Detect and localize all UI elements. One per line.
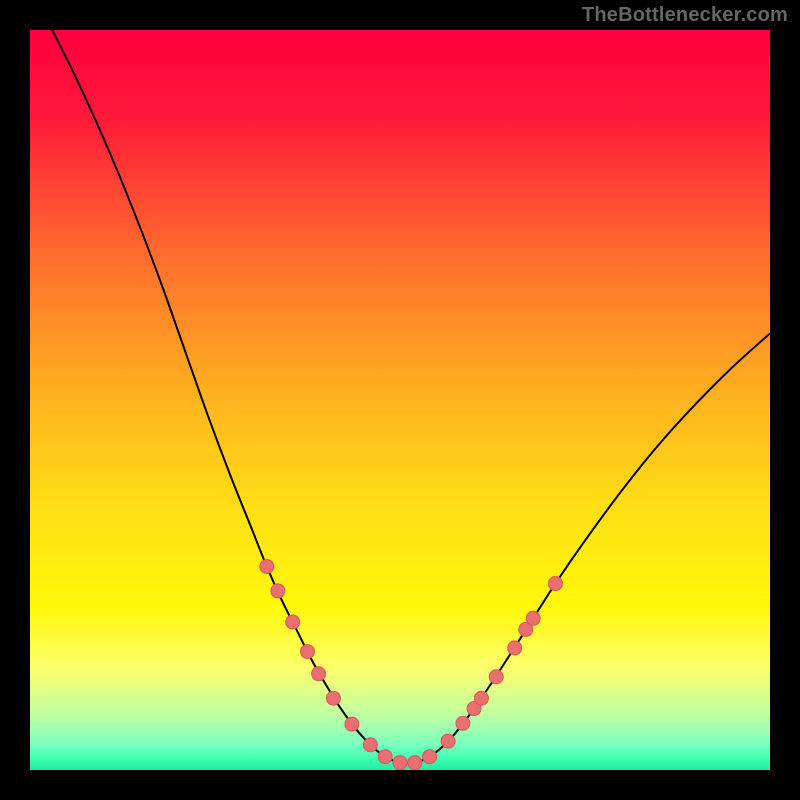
data-marker [301,645,315,659]
bottleneck-curve-chart [0,0,800,800]
data-marker [345,717,359,731]
data-marker [286,615,300,629]
chart-container: TheBottlenecker.com [0,0,800,800]
data-marker [312,667,326,681]
data-marker [474,691,488,705]
data-marker [508,641,522,655]
data-marker [326,691,340,705]
data-marker [271,584,285,598]
data-marker [548,577,562,591]
plot-background [30,30,770,770]
data-marker [489,670,503,684]
data-marker [526,611,540,625]
data-marker [441,734,455,748]
data-marker [363,738,377,752]
data-marker [378,750,392,764]
data-marker [408,756,422,770]
data-marker [423,750,437,764]
watermark-text: TheBottlenecker.com [582,4,788,27]
data-marker [393,756,407,770]
data-marker [456,716,470,730]
data-marker [260,560,274,574]
